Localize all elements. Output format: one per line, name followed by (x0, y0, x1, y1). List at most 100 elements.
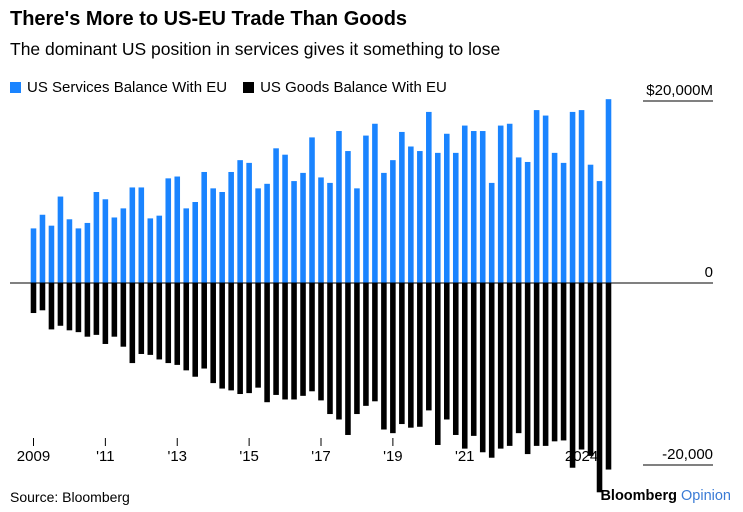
bar-services-48 (461, 125, 468, 283)
bar-goods-1 (39, 283, 46, 311)
bar-goods-48 (461, 283, 468, 449)
x-tick-label-2: '13 (167, 448, 187, 465)
bar-goods-7 (93, 283, 100, 335)
bar-services-43 (417, 151, 423, 283)
x-tick-label-7: 2024 (565, 448, 598, 465)
bar-goods-30 (300, 283, 306, 396)
bar-services-46 (444, 133, 450, 283)
bar-services-3 (57, 196, 64, 283)
bar-services-40 (390, 160, 396, 283)
bar-goods-41 (399, 283, 405, 425)
bar-services-62 (587, 164, 594, 283)
bar-goods-60 (569, 283, 576, 468)
bar-goods-53 (506, 283, 513, 446)
bar-goods-55 (524, 283, 531, 455)
bar-services-64 (605, 99, 612, 284)
bar-goods-59 (560, 283, 567, 441)
bar-goods-5 (75, 283, 82, 333)
bar-goods-18 (192, 283, 198, 377)
bar-services-56 (533, 110, 540, 283)
bar-goods-20 (210, 283, 216, 384)
bar-services-23 (237, 160, 243, 283)
bar-goods-0 (30, 283, 37, 314)
bar-services-50 (479, 131, 486, 283)
bar-services-58 (551, 152, 558, 283)
bar-services-53 (506, 123, 513, 283)
bar-goods-14 (156, 283, 163, 360)
bar-goods-11 (129, 283, 136, 364)
chart-title: There's More to US-EU Trade Than Goods (10, 8, 408, 30)
x-tick-label-4: '17 (311, 448, 331, 465)
x-tick-label-1: '11 (96, 448, 114, 465)
bar-services-55 (524, 161, 531, 283)
bar-services-25 (255, 188, 261, 283)
bar-goods-36 (354, 283, 360, 415)
bar-goods-28 (282, 283, 288, 400)
bar-goods-45 (435, 283, 441, 445)
bar-services-42 (408, 146, 414, 283)
bar-goods-8 (102, 283, 109, 344)
bar-goods-61 (578, 283, 585, 450)
bar-services-59 (560, 162, 567, 283)
brand-logo: Bloomberg Opinion (600, 488, 731, 504)
legend-item-services: US Services Balance With EU (10, 79, 227, 96)
bar-goods-42 (408, 283, 414, 428)
x-tick-label-6: '21 (455, 448, 475, 465)
bar-services-36 (354, 188, 360, 283)
bar-goods-49 (470, 283, 477, 436)
bar-goods-47 (452, 283, 459, 435)
bar-services-34 (336, 131, 342, 283)
legend-item-goods: US Goods Balance With EU (243, 79, 447, 96)
bar-services-37 (363, 135, 369, 283)
bar-goods-2 (48, 283, 55, 330)
y-tick-label-0: $20,000M (646, 82, 713, 99)
bar-goods-33 (327, 283, 333, 415)
bar-goods-23 (237, 283, 243, 395)
bar-services-14 (156, 215, 163, 283)
bar-services-33 (327, 182, 333, 283)
x-tick-label-5: '19 (383, 448, 403, 465)
bar-goods-29 (291, 283, 297, 400)
bar-goods-13 (147, 283, 154, 355)
bar-services-20 (210, 188, 216, 283)
bar-services-47 (452, 152, 459, 283)
bar-services-12 (138, 187, 145, 283)
bar-services-2 (48, 225, 55, 283)
bar-services-28 (282, 154, 288, 283)
bar-services-41 (399, 131, 405, 283)
bar-services-49 (470, 131, 477, 283)
y-tick-label-1: 0 (705, 264, 713, 281)
bar-services-31 (309, 137, 315, 283)
bar-services-27 (273, 148, 279, 283)
bar-goods-50 (479, 283, 486, 453)
bar-goods-21 (219, 283, 225, 389)
bar-services-54 (515, 157, 522, 283)
chart-subtitle: The dominant US position in services giv… (10, 39, 501, 59)
bar-goods-25 (255, 283, 261, 388)
bar-goods-3 (57, 283, 64, 326)
bar-services-18 (192, 202, 198, 283)
bar-services-45 (435, 152, 441, 283)
bar-goods-16 (174, 283, 181, 365)
bar-services-5 (75, 228, 82, 283)
bar-services-61 (578, 110, 585, 283)
bar-goods-57 (542, 283, 549, 446)
bar-services-29 (291, 181, 297, 283)
bar-services-51 (488, 182, 495, 283)
bar-services-22 (228, 171, 234, 283)
bar-services-9 (111, 217, 118, 283)
bar-goods-46 (444, 283, 450, 420)
bar-services-52 (497, 125, 504, 283)
bar-goods-26 (264, 283, 270, 403)
bar-services-4 (66, 219, 73, 283)
bar-goods-35 (345, 283, 351, 435)
bar-goods-38 (372, 283, 378, 402)
series-goods (30, 283, 612, 493)
bar-services-30 (300, 172, 306, 283)
bar-goods-63 (596, 283, 603, 493)
bar-goods-17 (183, 283, 190, 371)
bar-goods-34 (336, 283, 342, 420)
bar-services-39 (381, 172, 387, 283)
x-tick-label-3: '15 (239, 448, 259, 465)
